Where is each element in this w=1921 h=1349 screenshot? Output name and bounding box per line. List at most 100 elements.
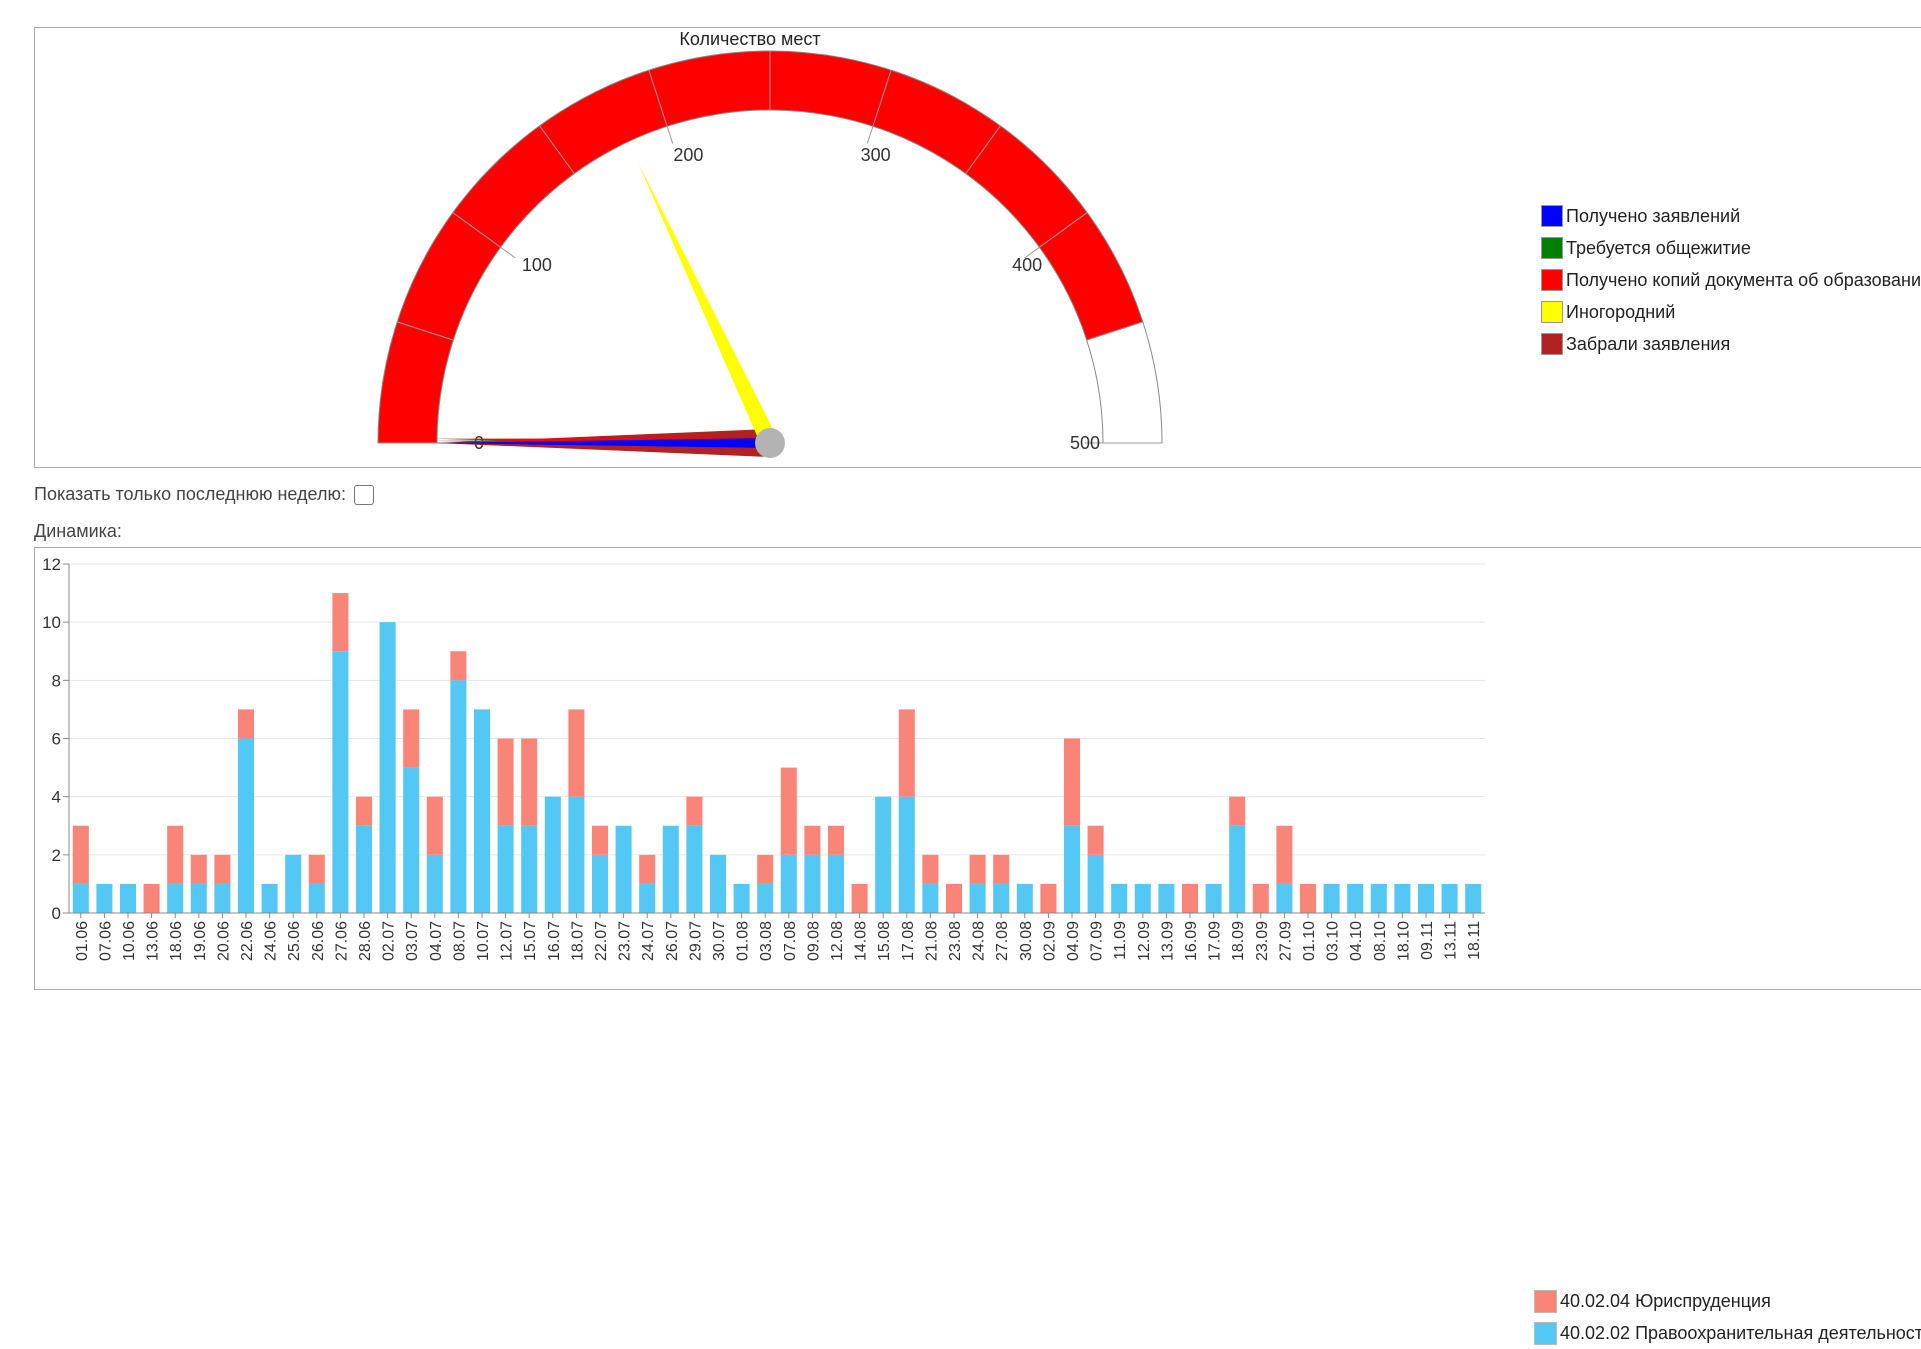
gauge-tick-label: 100 (522, 255, 552, 275)
x-tick-label: 28.06 (357, 921, 374, 961)
x-tick-label: 01.06 (74, 921, 91, 961)
gauge-tick-label: 300 (861, 145, 891, 165)
bar-pravo (1347, 883, 1364, 913)
bar-pravo (379, 622, 396, 913)
bar-pravo (285, 854, 302, 913)
y-tick-label: 2 (52, 846, 61, 865)
bar-pravo (1016, 883, 1033, 913)
bar-pravo (426, 854, 443, 913)
bar-pravo (544, 796, 561, 913)
gauge-legend-label: Забрали заявления (1566, 333, 1731, 354)
x-tick-label: 12.07 (499, 921, 516, 961)
bar-pravo (804, 854, 821, 913)
x-tick-label: 09.08 (805, 921, 822, 961)
bar-yurisp (568, 709, 585, 797)
dynamics-legend-label: 40.02.02 Правоохранительная деятельность (1560, 1322, 1921, 1343)
gauge-legend-item[interactable]: Иногородний (1541, 296, 1921, 328)
bar-yurisp (1087, 825, 1104, 855)
gauge-tick (1024, 212, 1088, 259)
x-tick-label: 04.09 (1065, 921, 1082, 961)
x-tick-label: 30.07 (711, 921, 728, 961)
y-tick-label: 0 (52, 904, 61, 923)
gauge-pivot (755, 428, 785, 458)
dynamics-legend-item[interactable]: 40.02.02 Правоохранительная деятельность (1534, 1317, 1921, 1349)
bar-pravo (922, 883, 939, 913)
x-tick-label: 07.09 (1089, 921, 1106, 961)
gauge-needle (638, 162, 779, 447)
x-tick-label: 22.06 (239, 921, 256, 961)
x-tick-label: 25.06 (286, 921, 303, 961)
x-tick-label: 18.10 (1395, 921, 1412, 961)
gauge-legend-label: Требуется общежитие (1566, 237, 1751, 258)
x-tick-label: 16.07 (546, 921, 563, 961)
x-tick-label: 12.08 (829, 921, 846, 961)
x-tick-label: 24.08 (971, 921, 988, 961)
gauge-legend-item[interactable]: Требуется общежитие (1541, 232, 1921, 264)
x-tick-label: 04.10 (1348, 921, 1365, 961)
gauge-legend-item[interactable]: Получено копий документа об образовании (1541, 264, 1921, 296)
x-tick-label: 02.07 (381, 921, 398, 961)
bar-pravo (827, 854, 845, 913)
x-tick-label: 12.09 (1136, 921, 1153, 961)
bar-pravo (355, 825, 373, 913)
bar-pravo (898, 796, 915, 913)
bar-pravo (639, 883, 656, 913)
bar-yurisp (332, 593, 349, 652)
bar-pravo (403, 767, 420, 913)
bar-pravo (119, 883, 137, 913)
x-tick-label: 17.09 (1207, 921, 1224, 961)
bar-yurisp (922, 854, 939, 884)
bar-pravo (521, 825, 538, 913)
gauge-band-empty (1086, 321, 1163, 444)
x-tick-label: 30.08 (1018, 921, 1035, 961)
bar-yurisp (1276, 825, 1293, 884)
y-tick-label: 6 (52, 730, 61, 749)
bar-pravo (1087, 854, 1104, 913)
x-tick-label: 19.06 (192, 921, 209, 961)
y-tick-label: 12 (42, 555, 61, 574)
gauge-tick-label: 200 (673, 145, 703, 165)
gauge-legend-label: Получено заявлений (1566, 205, 1741, 226)
x-tick-label: 11.09 (1112, 921, 1129, 960)
bar-pravo (332, 651, 349, 913)
legend-swatch (1541, 237, 1563, 259)
x-tick-label: 13.09 (1159, 921, 1176, 961)
bar-yurisp (1063, 738, 1081, 826)
x-tick-label: 08.10 (1372, 921, 1389, 961)
legend-swatch (1541, 205, 1563, 227)
bar-pravo (473, 709, 491, 913)
gauge-legend-item[interactable]: Получено заявлений (1541, 200, 1921, 232)
bar-pravo (993, 883, 1010, 913)
last-week-checkbox[interactable] (353, 484, 374, 505)
dynamics-legend-label: 40.02.04 Юриспруденция (1560, 1290, 1771, 1311)
bar-pravo (96, 883, 113, 913)
bar-pravo (1417, 883, 1435, 913)
x-tick-label: 24.06 (263, 921, 280, 961)
bar-yurisp (804, 825, 821, 855)
x-tick-label: 17.08 (900, 921, 917, 961)
bar-pravo (1111, 883, 1128, 913)
gauge-needle (435, 438, 770, 448)
bar-yurisp (403, 709, 420, 768)
dynamics-legend-item[interactable]: 40.02.04 Юриспруденция (1534, 1285, 1921, 1317)
gauge-title: Количество мест (679, 29, 820, 49)
bar-yurisp (72, 825, 89, 884)
dynamics-label: Динамика: (34, 521, 122, 541)
bar-yurisp (497, 738, 514, 826)
x-tick-label: 07.06 (97, 921, 114, 961)
bar-pravo (497, 825, 514, 913)
x-tick-label: 07.08 (782, 921, 799, 961)
x-tick-label: 15.07 (522, 921, 539, 961)
bar-pravo (1370, 883, 1387, 913)
gauge-separator (965, 125, 1001, 174)
x-tick-label: 18.11 (1466, 921, 1483, 960)
gauge-legend-item[interactable]: Забрали заявления (1541, 328, 1921, 360)
bar-yurisp (827, 825, 845, 855)
x-tick-label: 14.08 (853, 921, 870, 961)
x-tick-label: 23.07 (617, 921, 634, 961)
bar-pravo (780, 854, 797, 913)
bar-yurisp (190, 854, 207, 884)
bar-yurisp (686, 796, 703, 826)
gauge-legend: Получено заявлений Требуется общежитие Пол… (1541, 200, 1921, 360)
x-tick-label: 23.09 (1254, 921, 1271, 961)
